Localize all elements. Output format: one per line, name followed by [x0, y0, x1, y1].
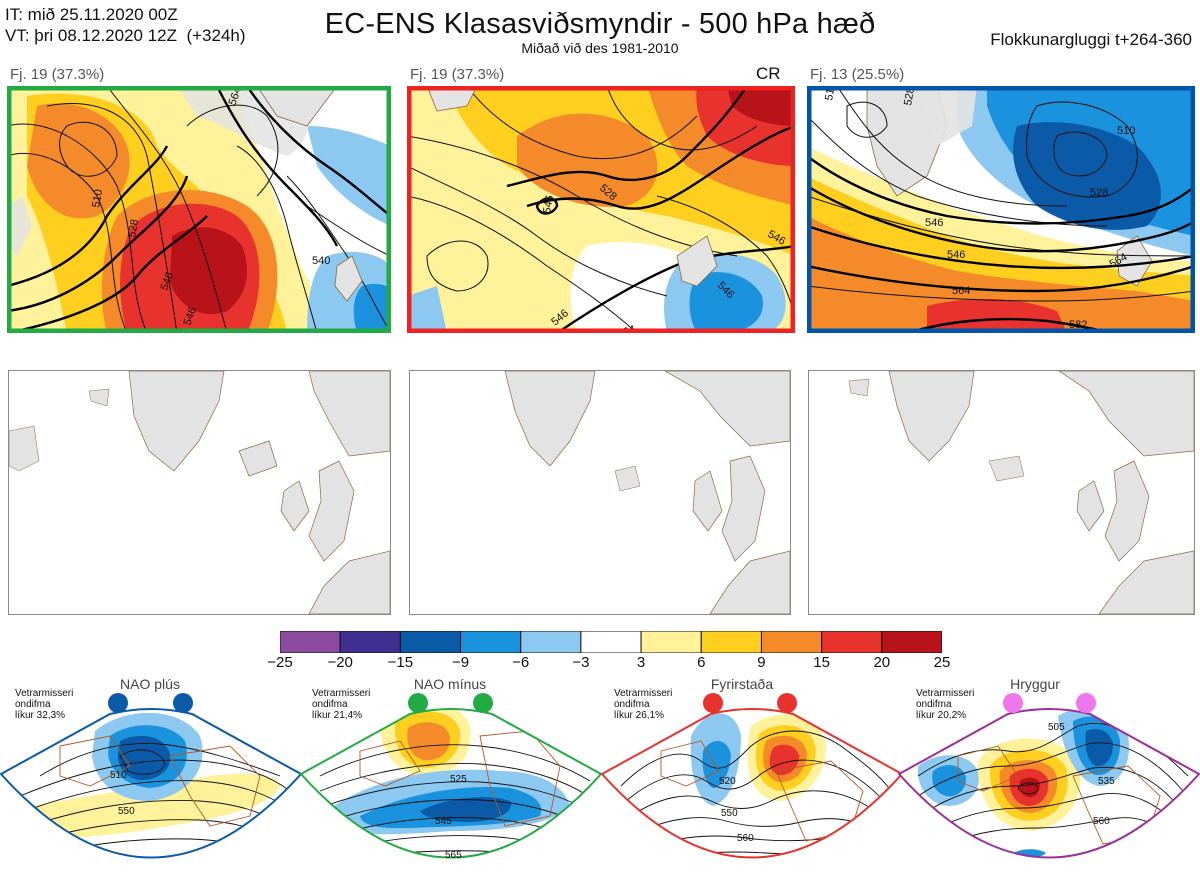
colorbar-ticks: −25 −20 −15 −9 −6 −3 3 6 9 15 20 25	[267, 654, 950, 674]
regime-3-prob-line: líkur 26,1%	[614, 710, 665, 721]
init-time: IT: mið 25.11.2020 00Z	[5, 5, 178, 24]
regime-3-contour-label: 560	[737, 833, 754, 844]
regime-4-prob-line: ondifma	[916, 699, 952, 710]
colorbar-tick-label: 25	[933, 654, 951, 671]
regime-4-probability: Vetrarmisseri ondifma líkur 20,2%	[916, 688, 974, 721]
colorbar-tick-label: −9	[451, 654, 470, 671]
regime-ridge: 505 535 560	[897, 676, 1200, 871]
panel-3-contour-label: 528	[902, 86, 917, 106]
panel-2-tag: CR	[756, 64, 781, 83]
regime-1-prob-line: Vetrarmisseri	[15, 688, 74, 699]
colorbar-swatch	[339, 630, 401, 654]
panel-3-contour-label: 546	[925, 217, 943, 229]
panel-2-contour-label: 564	[616, 323, 637, 333]
colorbar-tick-label: 15	[813, 654, 830, 671]
regime-3-contour-label: 520	[719, 776, 736, 787]
panel-1-contour-label: 510	[90, 188, 105, 208]
regime-2-contour-label: 565	[445, 850, 462, 861]
colorbar-swatch	[821, 630, 883, 654]
regime-4-prob-line: líkur 20,2%	[916, 710, 967, 721]
cluster-map-3: 510 528 546 546 564 510 528 564 582	[807, 86, 1195, 333]
regime-2-contour-label: 525	[450, 774, 467, 785]
colorbar-swatch	[700, 630, 762, 654]
regime-4-contour-label: 505	[1048, 722, 1065, 733]
panel-3-contour-label: 528	[1090, 187, 1108, 199]
colorbar-swatch	[460, 630, 522, 654]
panel-1-contour-label: 540	[312, 255, 330, 267]
panel-1-contour-label: 528	[126, 218, 141, 238]
regime-4-name: Hryggur	[1010, 676, 1060, 692]
colorbar-tick-label: −25	[267, 654, 293, 671]
panel-3-contour-label: 510	[1117, 125, 1135, 137]
regime-3-prob-line: Vetrarmisseri	[614, 688, 673, 699]
colorbar-tick-label: 9	[757, 654, 766, 671]
colorbar-tick-label: −15	[387, 654, 414, 671]
colorbar-swatch	[881, 630, 943, 654]
colorbar-swatch	[640, 630, 702, 654]
regime-1-prob-line: líkur 32,3%	[15, 710, 66, 721]
regime-2-prob-line: ondifma	[312, 699, 348, 710]
panel-3-contour-label: 546	[947, 249, 965, 261]
regime-2-prob-line: líkur 21,4%	[312, 710, 363, 721]
cluster-map-2: 528 546 546 546 564 546	[407, 86, 795, 333]
regime-nao-plus: 510 550	[0, 676, 303, 871]
colorbar-swatches	[279, 630, 943, 654]
regime-1-prob-line: ondifma	[15, 699, 51, 710]
colorbar-swatch	[279, 630, 341, 654]
colorbar	[279, 630, 943, 654]
panel-3-contour-label: 582	[1069, 319, 1087, 331]
colorbar-swatch	[399, 630, 462, 654]
regime-1-probability: Vetrarmisseri ondifma líkur 32,3%	[15, 688, 73, 721]
colorbar-swatch	[520, 630, 582, 654]
regime-1-contour-label: 550	[118, 806, 135, 817]
colorbar-tick-label: 3	[636, 654, 646, 671]
colorbar-tick-label: 6	[697, 654, 706, 671]
valid-time: VT: þri 08.12.2020 12Z (+324h)	[5, 26, 246, 45]
cluster-map-1: 510 528 546 546 564 540	[7, 86, 391, 333]
regime-nao-minus: 525 545 565	[299, 676, 603, 871]
panel-2-contour-label: 546	[541, 194, 556, 214]
regime-4-contour-label: 535	[1098, 776, 1115, 787]
regime-4-contour-label: 560	[1093, 816, 1110, 827]
header-times: IT: mið 25.11.2020 00Z VT: þri 08.12.202…	[5, 4, 246, 46]
colorbar-tick-label: −3	[572, 654, 590, 671]
colorbar-tick-label: −6	[512, 654, 530, 671]
colorbar-swatch	[760, 630, 823, 654]
regime-blocking: 520 550 560	[600, 676, 904, 871]
regime-1-name: NAO plús	[120, 676, 180, 692]
regime-3-probability: Vetrarmisseri ondifma líkur 26,1%	[614, 688, 672, 721]
page-subtitle: Miðað við des 1981-2010	[521, 40, 679, 56]
regime-1-contour-label: 510	[110, 770, 127, 781]
empty-map-3	[808, 370, 1195, 615]
regime-3-prob-line: ondifma	[614, 699, 650, 710]
panel-2-label: Fj. 19 (37.3%)	[410, 66, 505, 83]
empty-map-2	[409, 370, 791, 615]
regime-2-name: NAO mínus	[413, 676, 487, 692]
regime-2-prob-line: Vetrarmisseri	[312, 688, 371, 699]
colorbar-tick-label: −20	[327, 654, 353, 671]
colorbar-tick-label: 20	[873, 654, 891, 671]
panel-1-contour-label: 546	[159, 271, 177, 292]
panel-1-contour-label: 546	[182, 306, 200, 327]
panel-3-contour-label: 564	[952, 285, 970, 297]
panel-3-label: Fj. 13 (25.5%)	[810, 66, 905, 83]
regime-2-probability: Vetrarmisseri ondifma líkur 21,4%	[312, 688, 370, 721]
panel-1-label: Fj. 19 (37.3%)	[10, 66, 105, 83]
regime-3-name: Fyrirstaða	[710, 676, 774, 692]
empty-map-1	[8, 370, 391, 615]
regime-3-contour-label: 550	[721, 808, 738, 819]
classification-window: Flokkunargluggi t+264-360	[990, 30, 1192, 49]
regime-2-contour-label: 545	[435, 816, 452, 827]
regime-4-prob-line: Vetrarmisseri	[916, 688, 975, 699]
panel-1-contour-label: 564	[227, 86, 245, 107]
colorbar-swatch	[580, 630, 642, 654]
page-title: EC-ENS Klasasviðsmyndir - 500 hPa hæð	[324, 8, 876, 40]
